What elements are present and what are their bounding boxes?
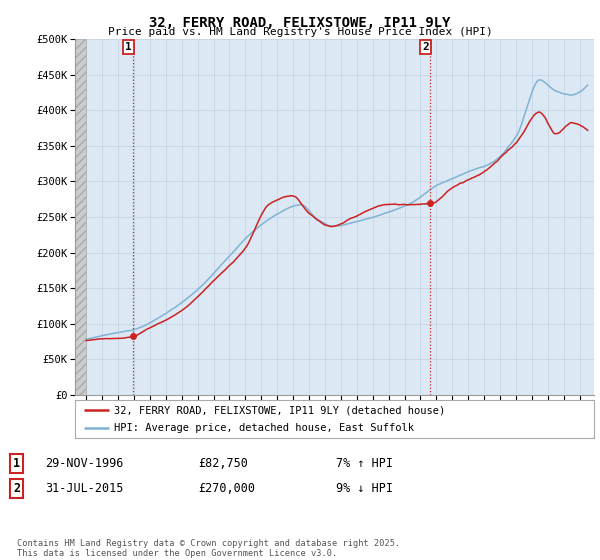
Text: Contains HM Land Registry data © Crown copyright and database right 2025.
This d: Contains HM Land Registry data © Crown c…	[17, 539, 400, 558]
Text: 32, FERRY ROAD, FELIXSTOWE, IP11 9LY: 32, FERRY ROAD, FELIXSTOWE, IP11 9LY	[149, 16, 451, 30]
Text: Price paid vs. HM Land Registry's House Price Index (HPI): Price paid vs. HM Land Registry's House …	[107, 27, 493, 37]
Text: 7% ↑ HPI: 7% ↑ HPI	[336, 456, 393, 470]
Text: 1: 1	[125, 42, 132, 52]
Text: 32, FERRY ROAD, FELIXSTOWE, IP11 9LY (detached house): 32, FERRY ROAD, FELIXSTOWE, IP11 9LY (de…	[114, 405, 445, 415]
Text: 29-NOV-1996: 29-NOV-1996	[45, 456, 124, 470]
Bar	[75, 39, 86, 395]
Bar	[75, 39, 86, 395]
Text: 2: 2	[422, 42, 429, 52]
Text: £82,750: £82,750	[198, 456, 248, 470]
Text: HPI: Average price, detached house, East Suffolk: HPI: Average price, detached house, East…	[114, 423, 414, 433]
Text: 9% ↓ HPI: 9% ↓ HPI	[336, 482, 393, 495]
Text: 1: 1	[13, 456, 20, 470]
Text: 2: 2	[13, 482, 20, 495]
Text: £270,000: £270,000	[198, 482, 255, 495]
Text: 31-JUL-2015: 31-JUL-2015	[45, 482, 124, 495]
